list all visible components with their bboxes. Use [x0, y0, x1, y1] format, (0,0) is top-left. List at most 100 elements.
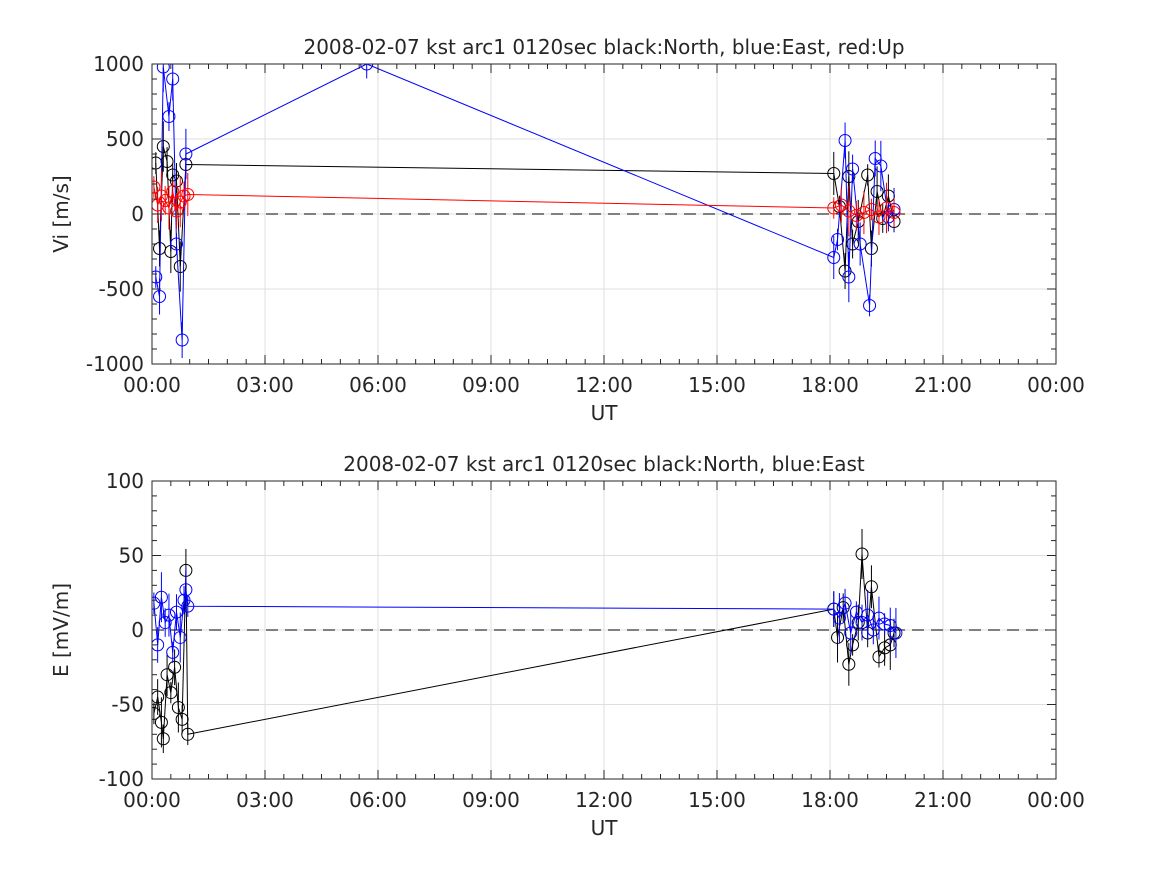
data-point — [175, 712, 189, 726]
data-point — [160, 668, 174, 682]
data-point — [152, 180, 161, 194]
data-point — [870, 185, 884, 198]
x-tick-label: 21:00 — [914, 788, 972, 812]
x-tick-label: 15:00 — [688, 373, 746, 397]
chart-title: 2008-02-07 kst arc1 0120sec black:North,… — [303, 35, 904, 59]
x-tick-label: 21:00 — [914, 373, 972, 397]
data-point — [152, 690, 165, 704]
x-tick-label: 15:00 — [688, 788, 746, 812]
data-point — [162, 110, 176, 123]
y-tick-label: 50 — [119, 544, 144, 568]
data-point — [156, 732, 170, 746]
y-tick-label: -1000 — [86, 352, 144, 376]
x-tick-label: 06:00 — [349, 373, 407, 397]
y-tick-label: 1000 — [93, 52, 144, 76]
data-point — [153, 290, 167, 303]
x-tick-label: 12:00 — [575, 373, 633, 397]
data-point — [152, 270, 163, 284]
data-point — [164, 686, 178, 700]
x-tick-label: 03:00 — [236, 373, 294, 397]
data-point — [152, 638, 165, 652]
data-point — [173, 260, 187, 273]
data-point — [831, 233, 845, 246]
data-point — [171, 700, 185, 714]
data-point — [175, 333, 189, 347]
data-point — [179, 583, 193, 597]
data-point — [181, 188, 195, 201]
chart-title: 2008-02-07 kst arc1 0120sec black:North,… — [343, 452, 865, 476]
data-point — [832, 611, 846, 625]
x-tick-label: 00:00 — [123, 788, 181, 812]
data-point — [889, 626, 903, 640]
series-group — [152, 64, 901, 358]
data-point — [855, 547, 869, 561]
data-point — [842, 657, 856, 671]
data-point — [160, 155, 174, 168]
data-point — [181, 599, 195, 613]
data-point — [838, 596, 852, 610]
data-point — [173, 630, 187, 644]
data-point — [162, 608, 176, 622]
data-point — [842, 204, 856, 218]
data-point — [844, 626, 858, 640]
data-point — [831, 630, 845, 644]
data-point — [162, 201, 176, 215]
data-point — [849, 209, 863, 222]
electric-field-panel: 00:00 03:00 06:00 09:00 12:00 15:00 18:00 21:00… — [49, 452, 1085, 840]
data-point — [866, 623, 880, 637]
data-point — [838, 134, 852, 147]
data-point — [827, 167, 841, 180]
x-tick-label: 00:00 — [123, 373, 181, 397]
data-point — [861, 168, 875, 182]
data-point — [887, 206, 901, 219]
data-point — [166, 645, 180, 659]
data-point — [864, 580, 878, 594]
data-point — [156, 64, 170, 74]
x-tick-label: 03:00 — [236, 788, 294, 812]
data-point — [166, 72, 180, 86]
x-tick-label: 09:00 — [462, 373, 520, 397]
data-point — [166, 185, 180, 198]
data-point — [181, 727, 195, 741]
data-point — [872, 210, 886, 224]
x-axis-label: UT — [591, 816, 619, 840]
series-group — [152, 528, 903, 754]
data-point — [878, 617, 892, 631]
x-tick-label: 12:00 — [575, 788, 633, 812]
data-point — [179, 147, 193, 161]
y-tick-label: 0 — [131, 618, 144, 642]
x-tick-label: 18:00 — [801, 788, 859, 812]
data-point — [158, 616, 172, 630]
x-tick-label: 00:00 — [1027, 788, 1085, 812]
data-point — [846, 162, 860, 176]
data-point — [846, 237, 860, 251]
data-point — [857, 206, 871, 219]
data-point — [158, 194, 172, 207]
velocity-panel: 00:00 03:00 06:00 09:00 12:00 15:00 18:00 21:00… — [49, 35, 1085, 425]
y-tick-label: 100 — [106, 469, 144, 493]
data-point — [169, 237, 183, 251]
data-point — [154, 189, 168, 203]
data-point — [154, 590, 168, 604]
x-tick-label: 09:00 — [462, 788, 520, 812]
y-tick-label: -100 — [99, 767, 144, 791]
x-axis-label: UT — [591, 401, 619, 425]
data-point — [154, 715, 168, 729]
data-point — [360, 64, 374, 71]
y-tick-label: 0 — [131, 202, 144, 226]
x-tick-label: 06:00 — [349, 788, 407, 812]
data-point — [842, 270, 856, 284]
x-tick-label: 00:00 — [1027, 373, 1085, 397]
x-tick-label: 18:00 — [801, 373, 859, 397]
data-point — [169, 204, 183, 218]
y-tick-label: 500 — [106, 127, 144, 151]
data-point — [863, 299, 877, 312]
y-axis-label: E [mV/m] — [49, 583, 73, 677]
data-point — [880, 201, 893, 215]
data-point — [169, 605, 183, 619]
data-point — [168, 660, 182, 674]
data-point — [827, 251, 841, 264]
data-point — [853, 237, 867, 251]
y-tick-label: -50 — [111, 693, 144, 717]
